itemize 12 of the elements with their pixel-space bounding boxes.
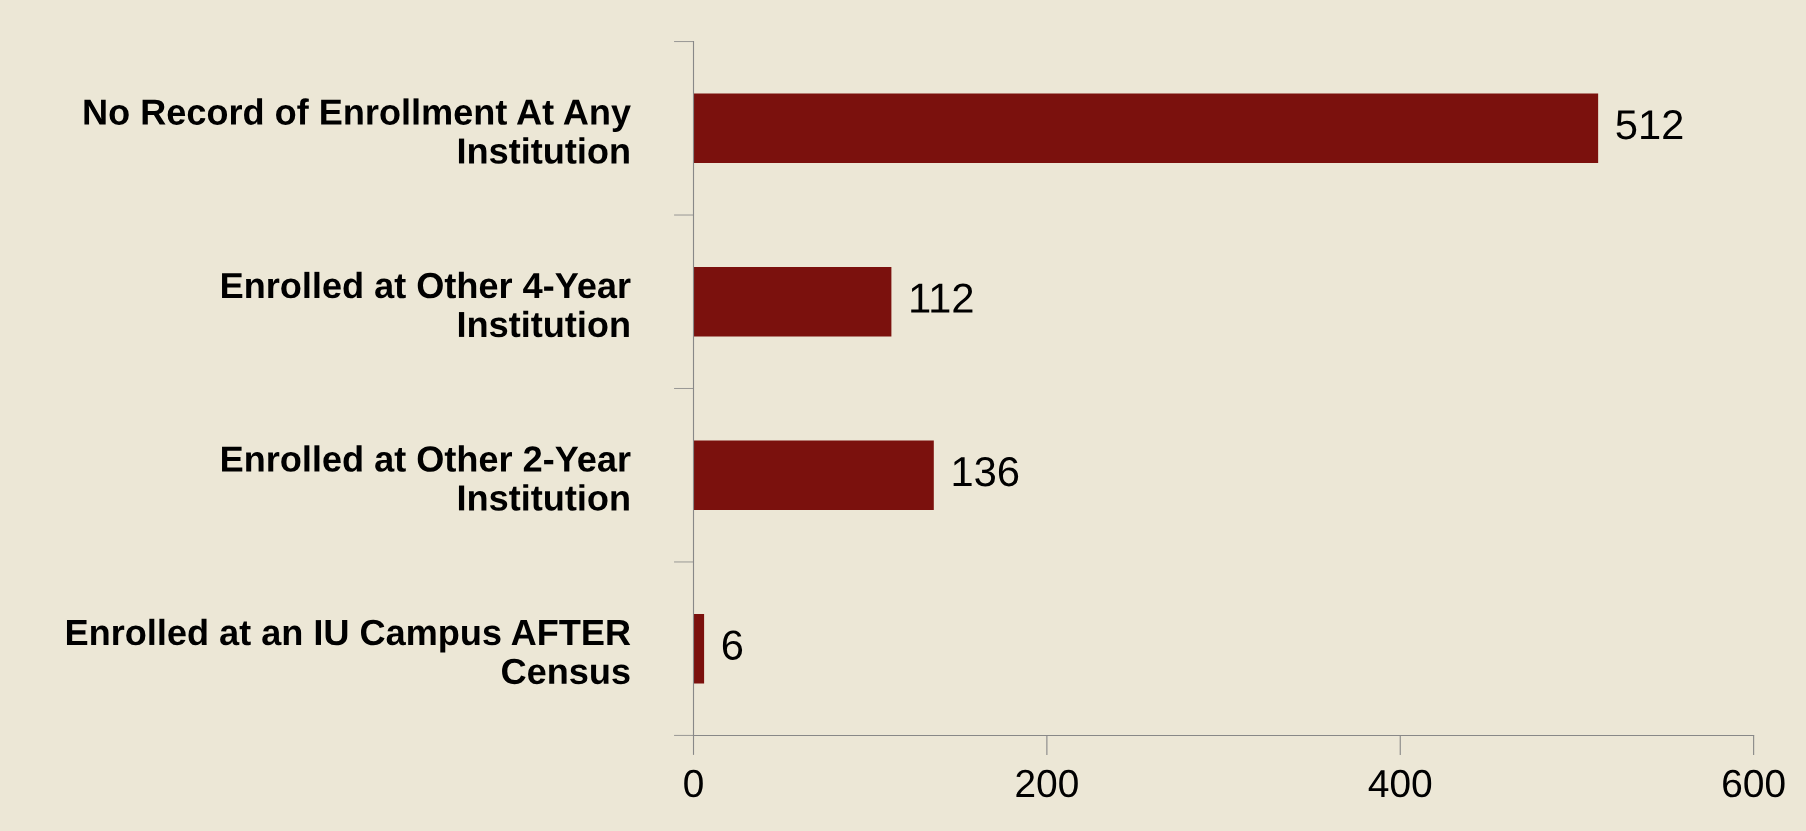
x-tick-label: 400 — [1368, 769, 1432, 798]
data-label: 136 — [953, 456, 1019, 487]
data-label: 512 — [1616, 109, 1683, 140]
x-tick-label: 200 — [1016, 769, 1078, 798]
y-tick-label: Enrolled at Other 4-Year Institution — [222, 271, 631, 338]
x-tick-label: 600 — [1723, 769, 1785, 798]
x-tick-label: 0 — [684, 769, 703, 798]
y-tick-label: No Record of Enrollment At Any Institution — [84, 98, 631, 164]
y-tick-label: Enrolled at an IU Campus AFTER Census — [66, 618, 631, 685]
y-tick-label: Enrolled at Other 2-Year Institution — [222, 445, 631, 511]
data-label: 112 — [911, 283, 973, 313]
data-label: 6 — [722, 630, 743, 660]
